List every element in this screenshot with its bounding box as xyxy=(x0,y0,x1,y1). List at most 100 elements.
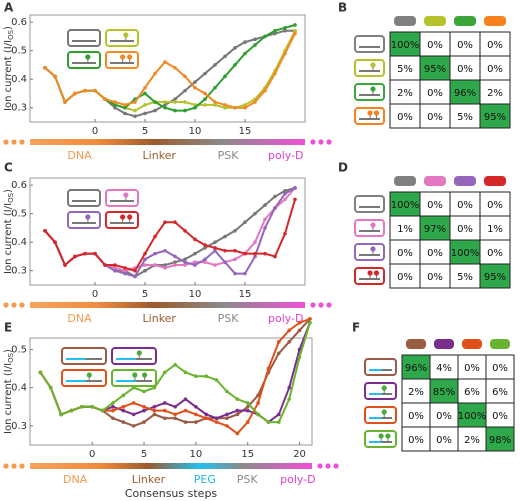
matrix-cell xyxy=(457,426,487,452)
matrix-value: 0% xyxy=(487,248,503,259)
matrix-value: 0% xyxy=(436,411,452,422)
band-dot xyxy=(317,463,323,469)
region-label: Linker xyxy=(143,149,177,162)
data-point xyxy=(121,393,126,398)
matrix-value: 0% xyxy=(427,112,443,123)
matrix-cell xyxy=(485,426,515,452)
data-point xyxy=(193,105,197,110)
region-label: DNA xyxy=(67,149,92,162)
icon-dot xyxy=(385,433,391,439)
data-point xyxy=(266,420,271,424)
region-label: poly-D xyxy=(268,312,304,325)
column-chip xyxy=(484,176,506,186)
data-point xyxy=(93,88,97,93)
data-point xyxy=(287,397,291,401)
data-point xyxy=(133,268,137,273)
column-chip xyxy=(394,176,416,186)
y-axis-label-sub: OS xyxy=(7,29,15,40)
data-point xyxy=(163,105,167,110)
icon-dot xyxy=(120,54,126,60)
icon-box xyxy=(364,358,397,376)
y-tick-label: 0.5 xyxy=(11,46,27,57)
data-point xyxy=(223,74,227,79)
y-tick-label: 0.4 xyxy=(11,237,27,248)
data-point xyxy=(243,105,247,110)
data-point xyxy=(143,257,147,262)
matrix-cell xyxy=(449,263,481,289)
data-point xyxy=(113,105,117,110)
icon-dot xyxy=(127,214,133,220)
data-point xyxy=(245,404,250,409)
matrix-cell xyxy=(389,79,421,105)
icon-box xyxy=(105,211,139,229)
data-point xyxy=(283,197,287,202)
data-point xyxy=(293,23,297,27)
data-point xyxy=(235,412,240,417)
data-point xyxy=(83,88,87,93)
icon-box xyxy=(354,35,385,53)
matrix-value: 100% xyxy=(391,40,420,51)
panel-label: B xyxy=(338,1,347,15)
icon-box xyxy=(111,369,157,387)
icon-box xyxy=(364,382,397,400)
band-dot xyxy=(11,139,17,145)
icon-dot xyxy=(123,192,129,198)
column-chip xyxy=(424,176,446,186)
data-point xyxy=(121,404,126,409)
matrix-cell xyxy=(449,55,481,81)
data-point xyxy=(243,40,247,44)
data-point xyxy=(163,248,167,253)
y-tick-label: 0.4 xyxy=(11,74,27,85)
x-tick-label: 5 xyxy=(142,289,148,300)
data-point xyxy=(213,63,217,67)
data-point xyxy=(297,355,302,359)
matrix-cell xyxy=(479,263,511,289)
data-point xyxy=(235,431,240,436)
matrix-value: 4% xyxy=(436,363,452,374)
y-axis-label-main: Ion current (I/I xyxy=(3,40,14,111)
matrix-value: 0% xyxy=(427,88,443,99)
data-point xyxy=(53,240,57,244)
x-tick-label: 5 xyxy=(142,126,148,137)
matrix-cell xyxy=(449,191,481,217)
region-label: Linker xyxy=(143,312,177,325)
panel-label: D xyxy=(338,161,348,175)
data-point xyxy=(163,100,167,104)
data-point xyxy=(283,231,287,236)
data-point xyxy=(193,251,197,256)
data-point xyxy=(183,228,187,233)
data-point xyxy=(204,416,209,421)
data-point xyxy=(133,108,137,113)
matrix-value: 0% xyxy=(427,248,443,259)
column-chip xyxy=(424,16,446,26)
data-point xyxy=(225,416,229,421)
data-point xyxy=(235,408,240,413)
data-point xyxy=(80,404,84,409)
data-point xyxy=(225,424,229,428)
data-point xyxy=(263,217,267,222)
matrix-value: 0% xyxy=(397,112,413,123)
data-point xyxy=(245,420,250,424)
data-point xyxy=(123,271,127,276)
data-point xyxy=(243,51,247,56)
y-tick-label: 0.6 xyxy=(11,180,27,191)
column-chip xyxy=(394,16,416,26)
icon-box xyxy=(354,83,385,101)
data-point xyxy=(152,404,157,409)
matrix-value: 97% xyxy=(424,224,446,235)
data-point xyxy=(245,401,250,405)
matrix-cell xyxy=(419,263,451,289)
matrix-value: 5% xyxy=(397,64,413,75)
matrix-cell xyxy=(419,103,451,129)
data-point xyxy=(43,228,47,233)
icon-box xyxy=(354,59,385,77)
data-point xyxy=(263,34,267,39)
data-point xyxy=(293,186,297,190)
icon-box xyxy=(105,29,139,47)
icon-box xyxy=(67,211,101,229)
icon-dot xyxy=(370,62,376,68)
data-point xyxy=(38,370,43,375)
data-point xyxy=(111,408,115,413)
y-tick-label: 0.3 xyxy=(11,421,27,432)
